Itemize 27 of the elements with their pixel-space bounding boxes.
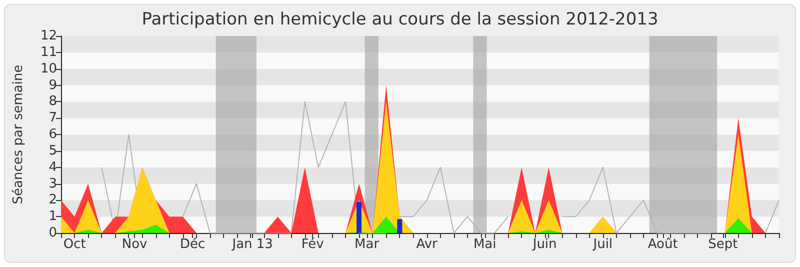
- x-tick-label: Août: [648, 237, 678, 252]
- x-tick-label: Juin: [532, 237, 557, 252]
- y-tick-label: 4: [48, 160, 57, 175]
- chart-title: Participation en hemicycle au cours de la session 2012-2013: [142, 10, 658, 30]
- y-tick-label: 10: [40, 61, 57, 76]
- x-tick-label: Déc: [180, 237, 206, 252]
- y-tick-label: 12: [40, 28, 57, 44]
- x-tick-label: Fév: [301, 237, 324, 252]
- y-tick-label: 7: [48, 110, 57, 126]
- x-tick-label: Nov: [122, 237, 148, 252]
- y-tick-label: 9: [48, 78, 57, 93]
- x-tick-label: Mai: [473, 237, 496, 252]
- x-tick-label: Juil: [592, 237, 613, 252]
- y-tick-label: 0: [48, 226, 57, 240]
- y-axis-title: Séances par semaine: [11, 64, 26, 204]
- x-tick-label: Oct: [63, 237, 86, 252]
- y-tick-label: 5: [48, 143, 57, 158]
- y-tick-label: 6: [48, 127, 57, 142]
- x-tick-label: Jan 13: [231, 237, 273, 252]
- x-tick-label: Avr: [416, 237, 438, 252]
- y-tick-label: 8: [48, 94, 57, 110]
- y-tick-label: 2: [48, 192, 57, 208]
- y-tick-label: 1: [48, 209, 57, 224]
- x-tick-label: Mar: [354, 237, 380, 252]
- x-tick-label: Sept: [708, 237, 738, 252]
- y-tick-label: 3: [48, 176, 57, 192]
- y-tick-label: 11: [40, 44, 57, 60]
